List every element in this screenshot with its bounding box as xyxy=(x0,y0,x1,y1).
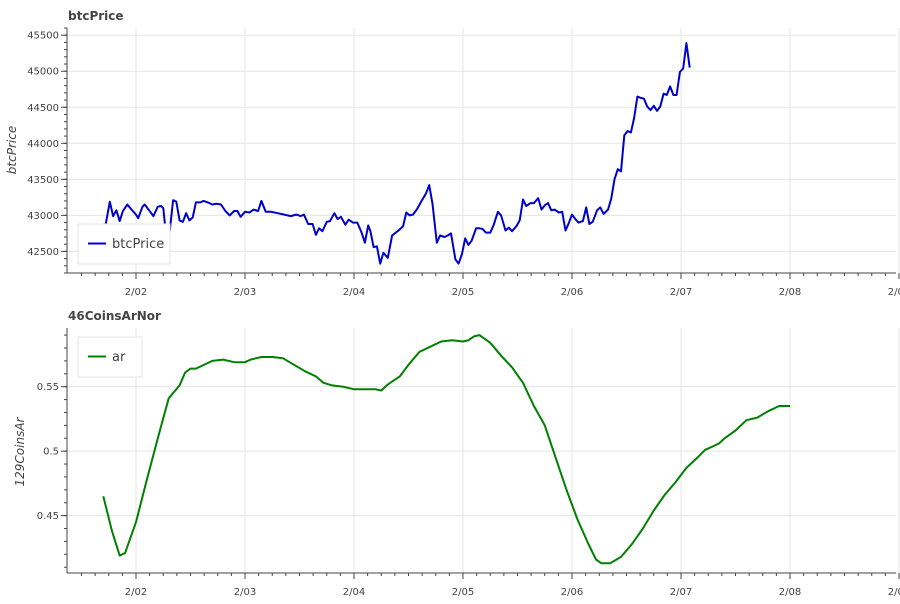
ar-y-axis-label: 129CoinsAr xyxy=(13,416,27,486)
btc-price-series-line xyxy=(102,42,691,265)
x-tick-label-2-06: 2/06 xyxy=(561,287,583,298)
y-tick-label-43000: 43000 xyxy=(27,211,59,222)
btc-price-panel: btcPrice btcPrice 2/02 2/03 2/04 2/05 2/06 2/… xyxy=(5,9,900,298)
legend-label-btc-price: btcPrice xyxy=(112,237,164,252)
y-tick-label-0-45: 0.45 xyxy=(37,511,59,522)
x-tick-label-2-08: 2/08 xyxy=(779,287,801,298)
ar-legend: ar xyxy=(77,336,143,378)
x-tick-label-2-06: 2/06 xyxy=(561,587,583,598)
x-tick-label-2-02: 2/02 xyxy=(125,587,147,598)
y-tick-label-0-55: 0.55 xyxy=(37,382,59,393)
series-line-ar xyxy=(102,334,790,565)
x-tick-label-2-04: 2/04 xyxy=(343,287,365,298)
x-tick-label-2-02: 2/02 xyxy=(125,287,147,298)
btc-price-grid xyxy=(67,28,900,273)
btc-price-chart-title: btcPrice xyxy=(68,9,124,23)
btc-price-y-axis-label: btcPrice xyxy=(5,126,19,174)
x-tick-label-2-03: 2/03 xyxy=(234,287,256,298)
x-tick-label-2-05: 2/05 xyxy=(452,587,474,598)
x-tick-label-2-08: 2/08 xyxy=(779,587,801,598)
x-tick-label-2-07: 2/07 xyxy=(670,587,692,598)
x-tick-label-2-07: 2/07 xyxy=(670,287,692,298)
series-line-btcprice xyxy=(102,42,691,265)
y-tick-label-44000: 44000 xyxy=(27,139,59,150)
x-tick-label-2-04: 2/04 xyxy=(343,587,365,598)
x-tick-label-2-05: 2/05 xyxy=(452,287,474,298)
ar-grid xyxy=(67,328,900,573)
legend-label-ar: ar xyxy=(112,350,126,365)
btc-price-legend: btcPrice xyxy=(77,223,171,265)
x-tick-label-2-03: 2/03 xyxy=(234,587,256,598)
ar-series-line xyxy=(102,334,790,565)
y-tick-label-42500: 42500 xyxy=(27,247,59,258)
x-tick-label-2-09: 2/09 xyxy=(888,587,900,598)
x-tick-label-2-09: 2/09 xyxy=(888,287,900,298)
y-tick-label-45500: 45500 xyxy=(27,31,59,42)
y-tick-label-45000: 45000 xyxy=(27,67,59,78)
y-tick-label-44500: 44500 xyxy=(27,103,59,114)
legend-box xyxy=(77,336,143,378)
ar-panel: 46CoinsArNor 129CoinsAr 2/02 2/03 2/04 2/05… xyxy=(13,309,900,598)
btc-price-axes: 2/02 2/03 2/04 2/05 2/06 2/07 2/08 2/09 42500 430… xyxy=(27,27,900,298)
y-tick-label-0-5: 0.5 xyxy=(43,447,59,458)
ar-axes: 2/02 2/03 2/04 2/05 2/06 2/07 2/08 2/09 0.45 0.5 0… xyxy=(37,328,900,598)
ar-chart-title: 46CoinsArNor xyxy=(68,309,161,323)
y-tick-label-43500: 43500 xyxy=(27,175,59,186)
